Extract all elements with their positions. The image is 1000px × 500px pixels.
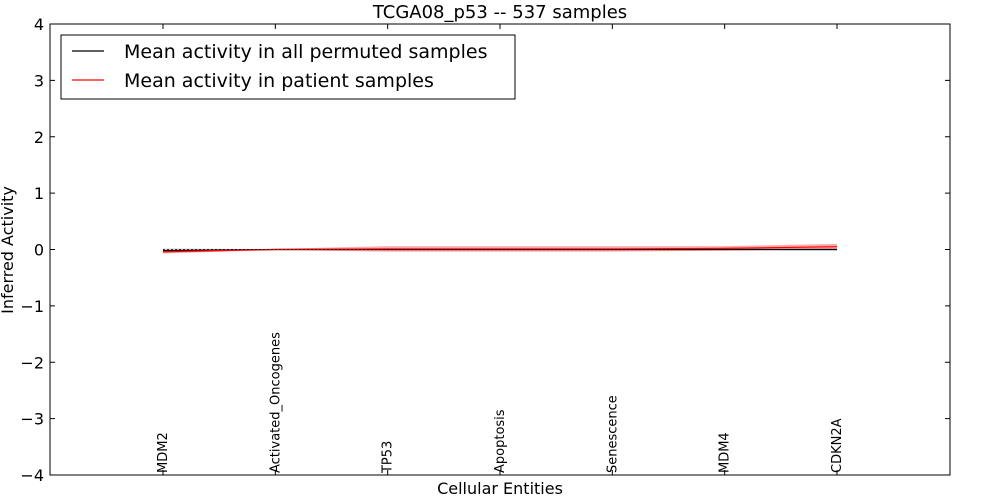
category-label: TP53 [381, 441, 396, 474]
y-tick-label: 4 [34, 15, 44, 34]
category-label: Activated_Oncogenes [268, 332, 283, 473]
legend-label-permuted: Mean activity in all permuted samples [124, 41, 487, 63]
legend-label-patient: Mean activity in patient samples [124, 70, 434, 92]
x-axis-label: Cellular Entities [437, 479, 563, 498]
category-label: Senescence [605, 395, 620, 473]
y-tick-label: −1 [20, 297, 44, 316]
y-tick-label: 3 [34, 71, 44, 90]
y-tick-label: −3 [20, 410, 44, 429]
legend-box [60, 34, 516, 100]
y-tick-label: −2 [20, 353, 44, 372]
y-tick-label: 2 [34, 128, 44, 147]
category-label: MDM2 [156, 432, 171, 473]
chart-title: TCGA08_p53 -- 537 samples [372, 2, 627, 23]
category-label: CDKN2A [830, 418, 845, 473]
legend: Mean activity in all permuted samples Me… [60, 34, 516, 100]
y-axis-label: Inferred Activity [0, 186, 17, 314]
y-tick-label: 0 [34, 241, 44, 260]
y-tick-label: −4 [20, 466, 44, 485]
y-axis-ticks: −4 −3 −2 −1 0 1 2 3 4 [20, 15, 950, 485]
category-labels: MDM2 Activated_Oncogenes TP53 Apoptosis Sene… [156, 24, 845, 475]
y-tick-label: 1 [34, 184, 44, 203]
category-label: Apoptosis [493, 409, 508, 473]
category-label: MDM4 [718, 432, 733, 473]
